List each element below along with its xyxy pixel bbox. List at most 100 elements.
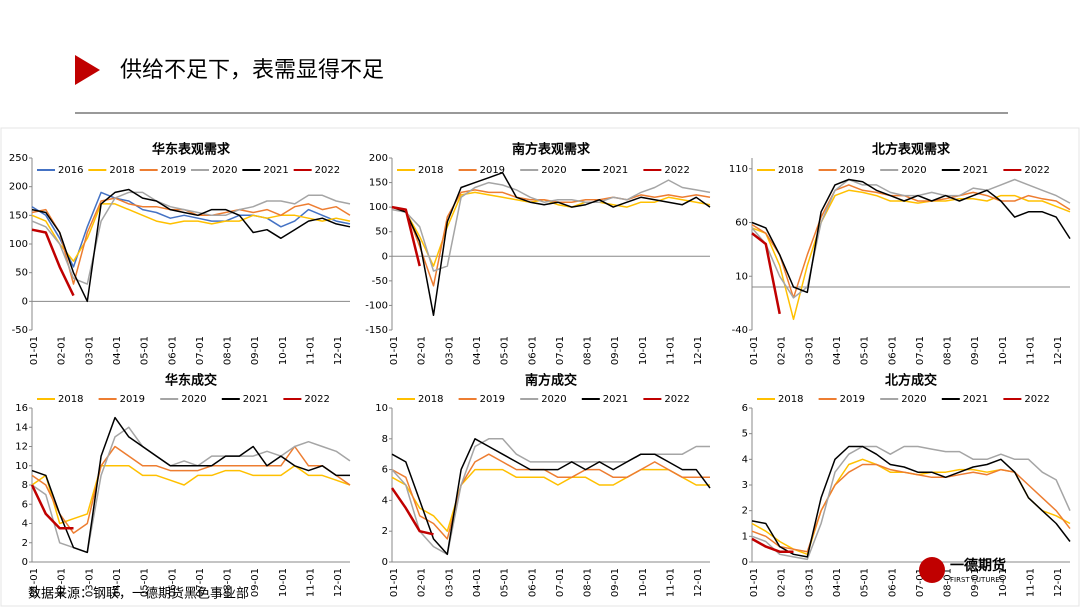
y-tick-label: 3 xyxy=(742,480,748,491)
series-line xyxy=(751,178,1071,299)
x-tick-label: 05-01 xyxy=(140,336,151,365)
y-tick-label: 50 xyxy=(375,227,388,238)
x-tick-label: 02-01 xyxy=(777,568,788,597)
x-tick-label: 11-01 xyxy=(1026,568,1037,597)
y-tick-label: -50 xyxy=(372,276,388,287)
legend-label: 2022 xyxy=(664,165,689,176)
y-tick-label: -100 xyxy=(365,300,388,311)
chart-title: 华东表观需求 xyxy=(152,142,231,158)
x-tick-label: 05-01 xyxy=(140,568,151,597)
x-tick-label: 10-01 xyxy=(278,336,289,365)
legend-label: 2019 xyxy=(120,394,145,405)
chart-title: 南方成交 xyxy=(525,373,577,389)
x-tick-label: 06-01 xyxy=(887,568,898,597)
legend-label: 2021 xyxy=(603,394,628,405)
y-tick-label: 12 xyxy=(15,442,28,453)
y-tick-label: 8 xyxy=(22,480,28,491)
x-tick-label: 04-01 xyxy=(472,336,483,365)
x-tick-label: 02-01 xyxy=(417,568,428,597)
logo-name: 一德期货 xyxy=(950,557,1006,574)
y-tick-label: 150 xyxy=(369,178,388,189)
x-tick-label: 06-01 xyxy=(527,336,538,365)
x-tick-label: 09-01 xyxy=(250,568,261,597)
y-tick-label: 16 xyxy=(15,403,28,414)
x-tick-label: 12-01 xyxy=(333,568,344,597)
legend-label: 2020 xyxy=(212,165,237,176)
legend-label: 2021 xyxy=(963,165,988,176)
x-tick-label: 09-01 xyxy=(610,336,621,365)
series-line xyxy=(31,465,351,525)
y-tick-label: 150 xyxy=(9,210,28,221)
y-tick-label: 6 xyxy=(382,465,388,476)
legend-label: 2022 xyxy=(1024,394,1049,405)
y-tick-label: 1 xyxy=(742,531,748,542)
x-tick-label: 12-01 xyxy=(1053,568,1064,597)
x-tick-label: 12-01 xyxy=(1053,336,1064,365)
logo-icon xyxy=(919,557,945,583)
legend-label: 2016 xyxy=(58,165,83,176)
series-line xyxy=(31,188,351,303)
x-tick-label: 01-01 xyxy=(389,568,400,597)
y-tick-label: 2 xyxy=(742,506,748,517)
y-tick-label: 50 xyxy=(15,268,28,279)
x-tick-label: 02-01 xyxy=(57,568,68,597)
x-tick-label: 08-01 xyxy=(223,336,234,365)
x-tick-label: 04-01 xyxy=(472,568,483,597)
x-tick-label: 01-01 xyxy=(389,336,400,365)
series-line xyxy=(751,537,794,553)
x-tick-label: 08-01 xyxy=(583,336,594,365)
y-tick-label: 2 xyxy=(382,526,388,537)
x-tick-label: 06-01 xyxy=(527,568,538,597)
legend-label: 2020 xyxy=(541,394,566,405)
x-tick-label: 05-01 xyxy=(860,336,871,365)
y-tick-label: -150 xyxy=(365,325,388,336)
x-tick-label: 12-01 xyxy=(693,568,704,597)
y-tick-label: 10 xyxy=(735,271,748,282)
legend-label: 2022 xyxy=(304,394,329,405)
series-line xyxy=(31,191,351,268)
x-tick-label: 11-01 xyxy=(666,568,677,597)
y-tick-label: 4 xyxy=(382,495,388,506)
x-tick-label: 04-01 xyxy=(832,568,843,597)
y-tick-label: 100 xyxy=(9,239,28,250)
series-line xyxy=(31,416,350,554)
x-tick-label: 07-01 xyxy=(555,336,566,365)
x-tick-label: 07-01 xyxy=(915,336,926,365)
y-tick-label: 10 xyxy=(15,461,28,472)
legend-label: 2019 xyxy=(840,394,865,405)
legend-label: 2021 xyxy=(243,394,268,405)
series-line xyxy=(31,445,351,534)
chart-title: 华东成交 xyxy=(165,373,217,389)
x-tick-label: 03-01 xyxy=(84,336,95,365)
x-tick-label: 10-01 xyxy=(638,336,649,365)
y-tick-label: 10 xyxy=(375,403,388,414)
logo-sub: FIRST FUTURES xyxy=(950,576,1005,584)
chart-title: 北方表观需求 xyxy=(872,142,951,158)
y-tick-label: 60 xyxy=(735,218,748,229)
source: 数据来源：钢联，一德期货黑色事业部 xyxy=(28,586,249,602)
x-tick-label: 01-01 xyxy=(29,568,40,597)
x-tick-label: 09-01 xyxy=(970,336,981,365)
x-tick-label: 07-01 xyxy=(555,568,566,597)
x-tick-label: 02-01 xyxy=(57,336,68,365)
series-line xyxy=(31,228,75,297)
series-line xyxy=(391,468,710,532)
y-tick-label: 0 xyxy=(742,557,748,568)
x-tick-label: 07-01 xyxy=(915,568,926,597)
chart-title: 南方表观需求 xyxy=(512,142,591,158)
series-line xyxy=(390,487,434,536)
x-tick-label: 07-01 xyxy=(195,336,206,365)
series-line xyxy=(391,171,711,317)
y-tick-label: 100 xyxy=(369,202,388,213)
x-tick-label: 06-01 xyxy=(887,336,898,365)
legend-label: 2018 xyxy=(58,394,83,405)
legend-label: 2020 xyxy=(541,165,566,176)
legend-label: 2018 xyxy=(778,165,803,176)
x-tick-label: 12-01 xyxy=(333,336,344,365)
x-tick-label: 08-01 xyxy=(943,568,954,597)
series-line xyxy=(31,191,351,285)
series-line xyxy=(751,189,1071,321)
legend-label: 2019 xyxy=(480,165,505,176)
y-tick-label: 0 xyxy=(22,296,28,307)
